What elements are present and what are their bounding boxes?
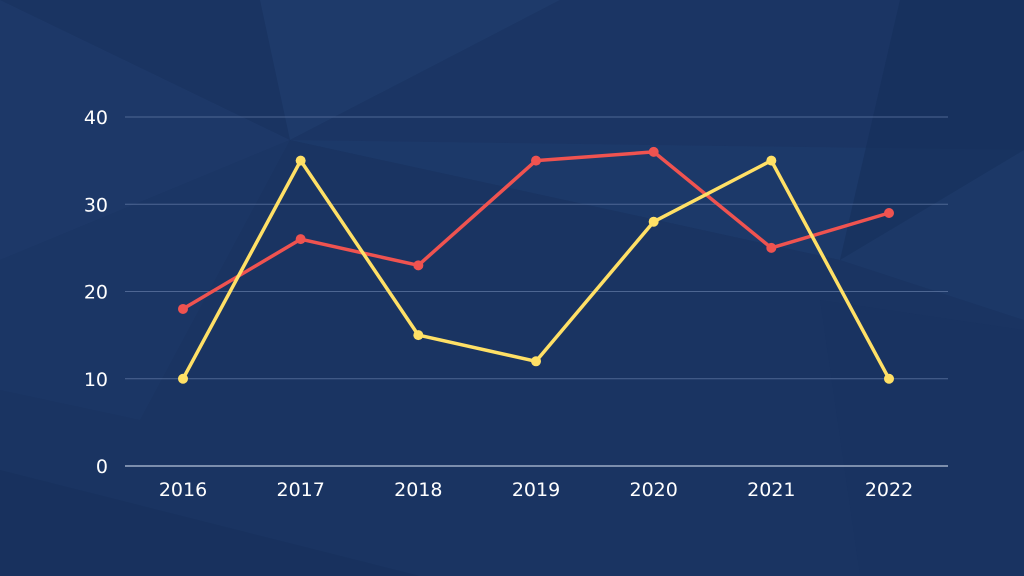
- series-2-point[interactable]: [531, 356, 541, 367]
- series-1-point[interactable]: [766, 242, 777, 253]
- series-2-point[interactable]: [648, 216, 659, 227]
- y-tick-label: 20: [84, 282, 108, 304]
- series-line-2: [181, 158, 891, 381]
- x-tick-label: 2020: [629, 479, 677, 501]
- x-tick-label: 2022: [865, 479, 913, 501]
- series-2-point[interactable]: [884, 373, 894, 384]
- x-axis-ticks: 2016 2017 2018 2019 2020 2021 2022: [159, 479, 913, 501]
- x-tick-label: 2016: [159, 479, 207, 501]
- x-tick-label: 2021: [747, 479, 795, 501]
- series-points: [178, 146, 894, 384]
- series-line-1: [181, 150, 891, 311]
- x-tick-label: 2018: [394, 479, 442, 501]
- x-tick-label: 2019: [512, 479, 560, 501]
- series-2-point[interactable]: [413, 330, 424, 341]
- series-1-point[interactable]: [531, 155, 541, 166]
- y-tick-label: 10: [84, 369, 108, 391]
- series-lines: [181, 150, 891, 381]
- y-tick-label: 0: [96, 456, 108, 478]
- series-1-point[interactable]: [413, 260, 424, 271]
- series-2-point[interactable]: [766, 155, 777, 166]
- series-2-point[interactable]: [295, 155, 306, 166]
- series-1-point[interactable]: [178, 303, 188, 314]
- series-1-point[interactable]: [884, 207, 894, 218]
- series-2-point[interactable]: [178, 373, 188, 384]
- x-tick-label: 2017: [276, 479, 324, 501]
- y-tick-label: 30: [84, 194, 108, 216]
- series-1-point[interactable]: [295, 234, 306, 245]
- y-tick-label: 40: [84, 107, 108, 129]
- series-1-point[interactable]: [648, 146, 659, 157]
- gridlines: [125, 116, 948, 467]
- y-axis-ticks: 0 10 20 30 40: [84, 107, 108, 478]
